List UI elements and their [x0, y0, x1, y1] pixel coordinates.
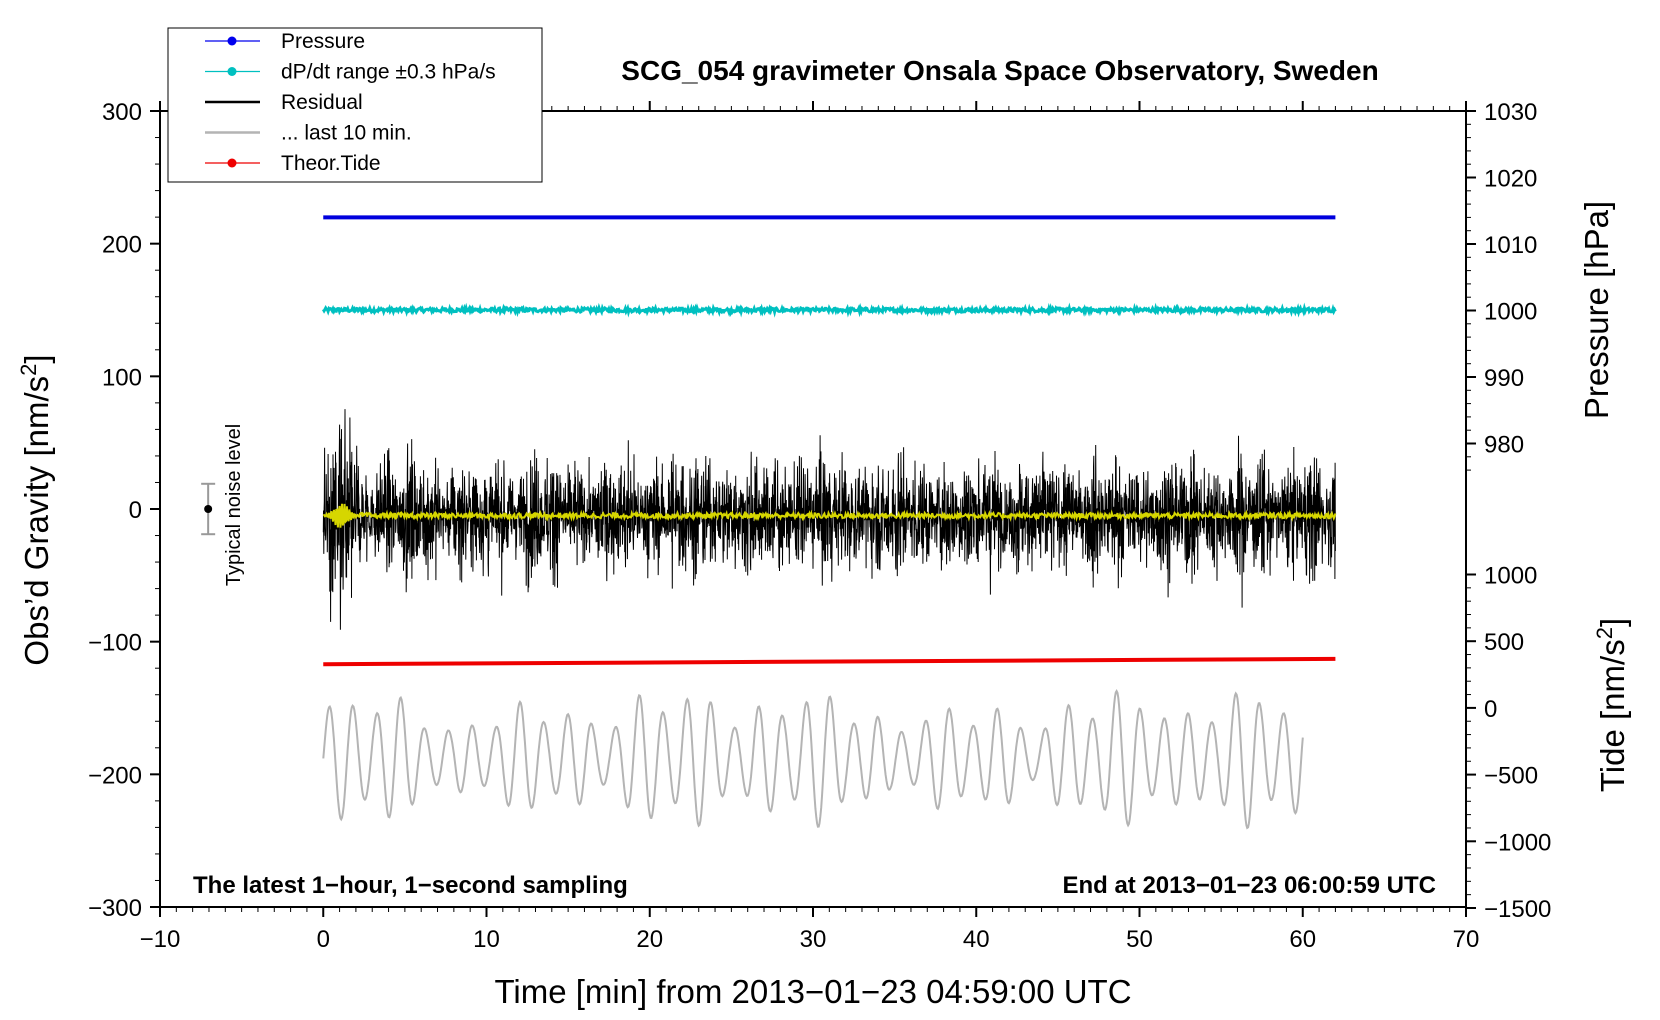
legend-swatch-marker	[227, 67, 237, 76]
legend-item: Theor.Tide	[205, 152, 381, 175]
y-axis-left-title-end: ]	[18, 354, 55, 363]
legend-label: dP/dt range ±0.3 hPa/s	[281, 61, 496, 84]
y-tick-label-left: −200	[88, 762, 142, 789]
footer-right-note: End at 2013−01−23 06:00:59 UTC	[1062, 872, 1436, 899]
y-tick-label-tide: −1500	[1484, 896, 1551, 923]
y-axis-left-title: Obs’d Gravity [nm/s2]	[16, 354, 55, 665]
legend-label: ... last 10 min.	[281, 122, 412, 145]
legend-swatch-marker	[227, 36, 237, 46]
y-tick-label-pressure: 1030	[1484, 99, 1537, 126]
y-tick-label-tide: 500	[1484, 629, 1524, 656]
y-axis-left-title-main: Obs’d Gravity [nm/s	[18, 376, 55, 666]
y-axis-pressure-title: Pressure [hPa]	[1578, 201, 1615, 419]
series-theor-tide-line	[323, 656, 1336, 667]
y-tick-label-tide: 1000	[1484, 563, 1537, 590]
x-tick-label: 0	[317, 926, 330, 953]
y-tick-label-left: −100	[88, 630, 142, 657]
noise-label: Typical noise level	[223, 424, 245, 586]
series-residual-line	[322, 409, 1336, 630]
series-residual-smoothed-line	[322, 503, 1337, 528]
y-axis-tide-title-sup: 2	[1592, 627, 1617, 639]
legend-item: dP/dt range ±0.3 hPa/s	[205, 61, 496, 84]
x-axis-title: Time [min] from 2013−01−23 04:59:00 UTC	[494, 973, 1131, 1010]
y-tick-label-pressure: 980	[1484, 432, 1524, 459]
series-group	[321, 215, 1337, 830]
legend-box	[167, 27, 543, 183]
legend: Pressure dP/dt range ±0.3 hPa/s Residual..…	[167, 27, 543, 183]
legend-label: Residual	[281, 91, 363, 114]
y-axis-left-title-sup: 2	[16, 364, 41, 376]
y-tick-label-pressure: 1000	[1484, 299, 1537, 326]
y-tick-label-pressure: 1020	[1484, 166, 1537, 193]
y-tick-label-left: −300	[88, 895, 142, 922]
y-tick-label-tide: 0	[1484, 696, 1497, 723]
x-tick-label: 60	[1289, 926, 1316, 953]
y-axis-tide-title: Tide [nm/s2]	[1592, 618, 1631, 792]
y-tick-label-left: 200	[102, 232, 142, 259]
noise-center-dot	[204, 505, 213, 513]
x-tick-label: −10	[140, 926, 181, 953]
y-tick-label-pressure: 1010	[1484, 232, 1537, 259]
series-dpdt-line	[321, 302, 1337, 318]
chart-title: SCG_054 gravimeter Onsala Space Observat…	[621, 55, 1378, 86]
legend-item: ... last 10 min.	[205, 122, 412, 145]
y-tick-label-left: 100	[102, 364, 142, 391]
x-tick-label: 70	[1453, 926, 1480, 953]
y-tick-label-pressure: 990	[1484, 365, 1524, 392]
y-axis-tide-title-end: ]	[1594, 618, 1631, 627]
y-axis-tide-title-main: Tide [nm/s	[1594, 639, 1631, 792]
legend-label: Theor.Tide	[281, 152, 381, 175]
legend-items: Pressure dP/dt range ±0.3 hPa/s Residual..…	[205, 30, 496, 175]
legend-label: Pressure	[281, 30, 365, 53]
y-tick-label-tide: −500	[1484, 763, 1538, 790]
series-last-10-min-line	[322, 689, 1304, 830]
legend-item: Pressure	[205, 30, 365, 53]
x-tick-label: 10	[473, 926, 500, 953]
y-tick-label-tide: −1000	[1484, 829, 1551, 856]
y-tick-label-left: 0	[129, 497, 142, 524]
noise-indicator: Typical noise level	[201, 424, 245, 586]
legend-item: Residual	[205, 91, 363, 114]
x-tick-label: 30	[800, 926, 827, 953]
y-tick-label-left: 300	[102, 99, 142, 126]
legend-swatch-marker	[227, 158, 237, 168]
footer-left-note: The latest 1−hour, 1−second sampling	[193, 872, 628, 899]
x-tick-label: 20	[636, 926, 663, 953]
plot-frame	[159, 110, 1467, 908]
x-tick-label: 50	[1126, 926, 1153, 953]
x-tick-label: 40	[963, 926, 990, 953]
